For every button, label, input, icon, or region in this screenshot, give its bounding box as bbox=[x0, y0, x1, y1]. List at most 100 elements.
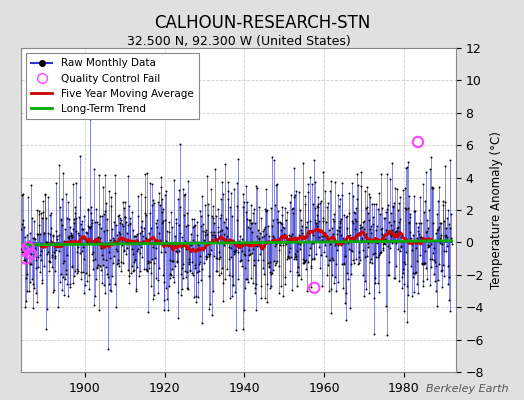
Point bbox=[133, 264, 141, 270]
Point bbox=[88, 216, 96, 223]
Point bbox=[435, 240, 444, 246]
Point bbox=[123, 230, 131, 236]
Point bbox=[323, 204, 331, 210]
Point bbox=[193, 269, 201, 276]
Point bbox=[326, 241, 334, 247]
Point bbox=[62, 252, 71, 258]
Point bbox=[438, 284, 446, 290]
Point bbox=[144, 260, 152, 266]
Point bbox=[163, 307, 172, 314]
Point bbox=[264, 222, 272, 229]
Point bbox=[337, 216, 345, 222]
Point bbox=[303, 189, 312, 195]
Point bbox=[293, 272, 302, 278]
Point bbox=[258, 228, 267, 234]
Point bbox=[63, 215, 71, 221]
Point bbox=[290, 251, 299, 257]
Point bbox=[387, 210, 395, 216]
Point bbox=[152, 236, 161, 243]
Point bbox=[380, 236, 389, 243]
Point bbox=[195, 252, 204, 259]
Point bbox=[378, 205, 386, 211]
Point bbox=[271, 262, 279, 268]
Point bbox=[211, 232, 220, 238]
Text: Berkeley Earth: Berkeley Earth bbox=[426, 384, 508, 394]
Point bbox=[157, 174, 165, 180]
Point bbox=[155, 190, 163, 196]
Point bbox=[435, 260, 443, 267]
Point bbox=[294, 264, 302, 270]
Point bbox=[53, 244, 61, 250]
Point bbox=[384, 243, 392, 249]
Point bbox=[224, 196, 232, 202]
Point bbox=[417, 220, 425, 227]
Point bbox=[58, 222, 67, 229]
Point bbox=[336, 196, 345, 202]
Point bbox=[275, 247, 283, 254]
Point bbox=[343, 213, 351, 220]
Point bbox=[398, 285, 407, 291]
Point bbox=[25, 288, 33, 294]
Point bbox=[372, 201, 380, 207]
Point bbox=[70, 220, 78, 226]
Point bbox=[259, 257, 267, 263]
Point bbox=[173, 315, 182, 321]
Point bbox=[88, 220, 96, 226]
Point bbox=[299, 260, 307, 266]
Point bbox=[252, 182, 260, 189]
Point bbox=[35, 208, 43, 214]
Point bbox=[204, 250, 212, 257]
Point bbox=[263, 299, 271, 305]
Point bbox=[409, 232, 418, 238]
Point bbox=[99, 184, 107, 190]
Point bbox=[217, 212, 225, 218]
Point bbox=[418, 259, 427, 266]
Point bbox=[53, 233, 61, 239]
Point bbox=[201, 253, 210, 260]
Point bbox=[416, 194, 424, 200]
Point bbox=[307, 284, 315, 290]
Point bbox=[418, 261, 426, 267]
Point bbox=[17, 226, 25, 232]
Point bbox=[199, 260, 208, 266]
Point bbox=[238, 248, 247, 254]
Point bbox=[357, 169, 365, 176]
Point bbox=[331, 273, 340, 280]
Point bbox=[436, 220, 444, 226]
Point bbox=[23, 231, 31, 238]
Point bbox=[26, 251, 35, 257]
Point bbox=[384, 202, 392, 209]
Point bbox=[169, 274, 177, 280]
Point bbox=[335, 224, 343, 230]
Point bbox=[181, 223, 190, 229]
Point bbox=[47, 264, 56, 270]
Point bbox=[35, 211, 43, 218]
Point bbox=[154, 277, 162, 283]
Point bbox=[59, 260, 68, 266]
Point bbox=[125, 203, 134, 210]
Point bbox=[117, 221, 126, 227]
Point bbox=[348, 257, 357, 264]
Point bbox=[82, 236, 91, 242]
Point bbox=[153, 217, 161, 224]
Point bbox=[227, 254, 236, 260]
Point bbox=[280, 230, 289, 237]
Point bbox=[88, 251, 96, 258]
Point bbox=[94, 240, 102, 246]
Point bbox=[42, 251, 51, 258]
Point bbox=[297, 227, 305, 233]
Point bbox=[116, 214, 124, 221]
Point bbox=[415, 231, 423, 237]
Point bbox=[388, 226, 396, 233]
Point bbox=[41, 242, 49, 249]
Point bbox=[372, 227, 380, 234]
Point bbox=[219, 191, 227, 198]
Point bbox=[340, 234, 348, 241]
Point bbox=[139, 266, 148, 272]
Point bbox=[97, 213, 106, 219]
Point bbox=[383, 170, 391, 177]
Point bbox=[391, 262, 400, 269]
Point bbox=[269, 267, 277, 274]
Point bbox=[316, 252, 325, 258]
Point bbox=[72, 180, 81, 186]
